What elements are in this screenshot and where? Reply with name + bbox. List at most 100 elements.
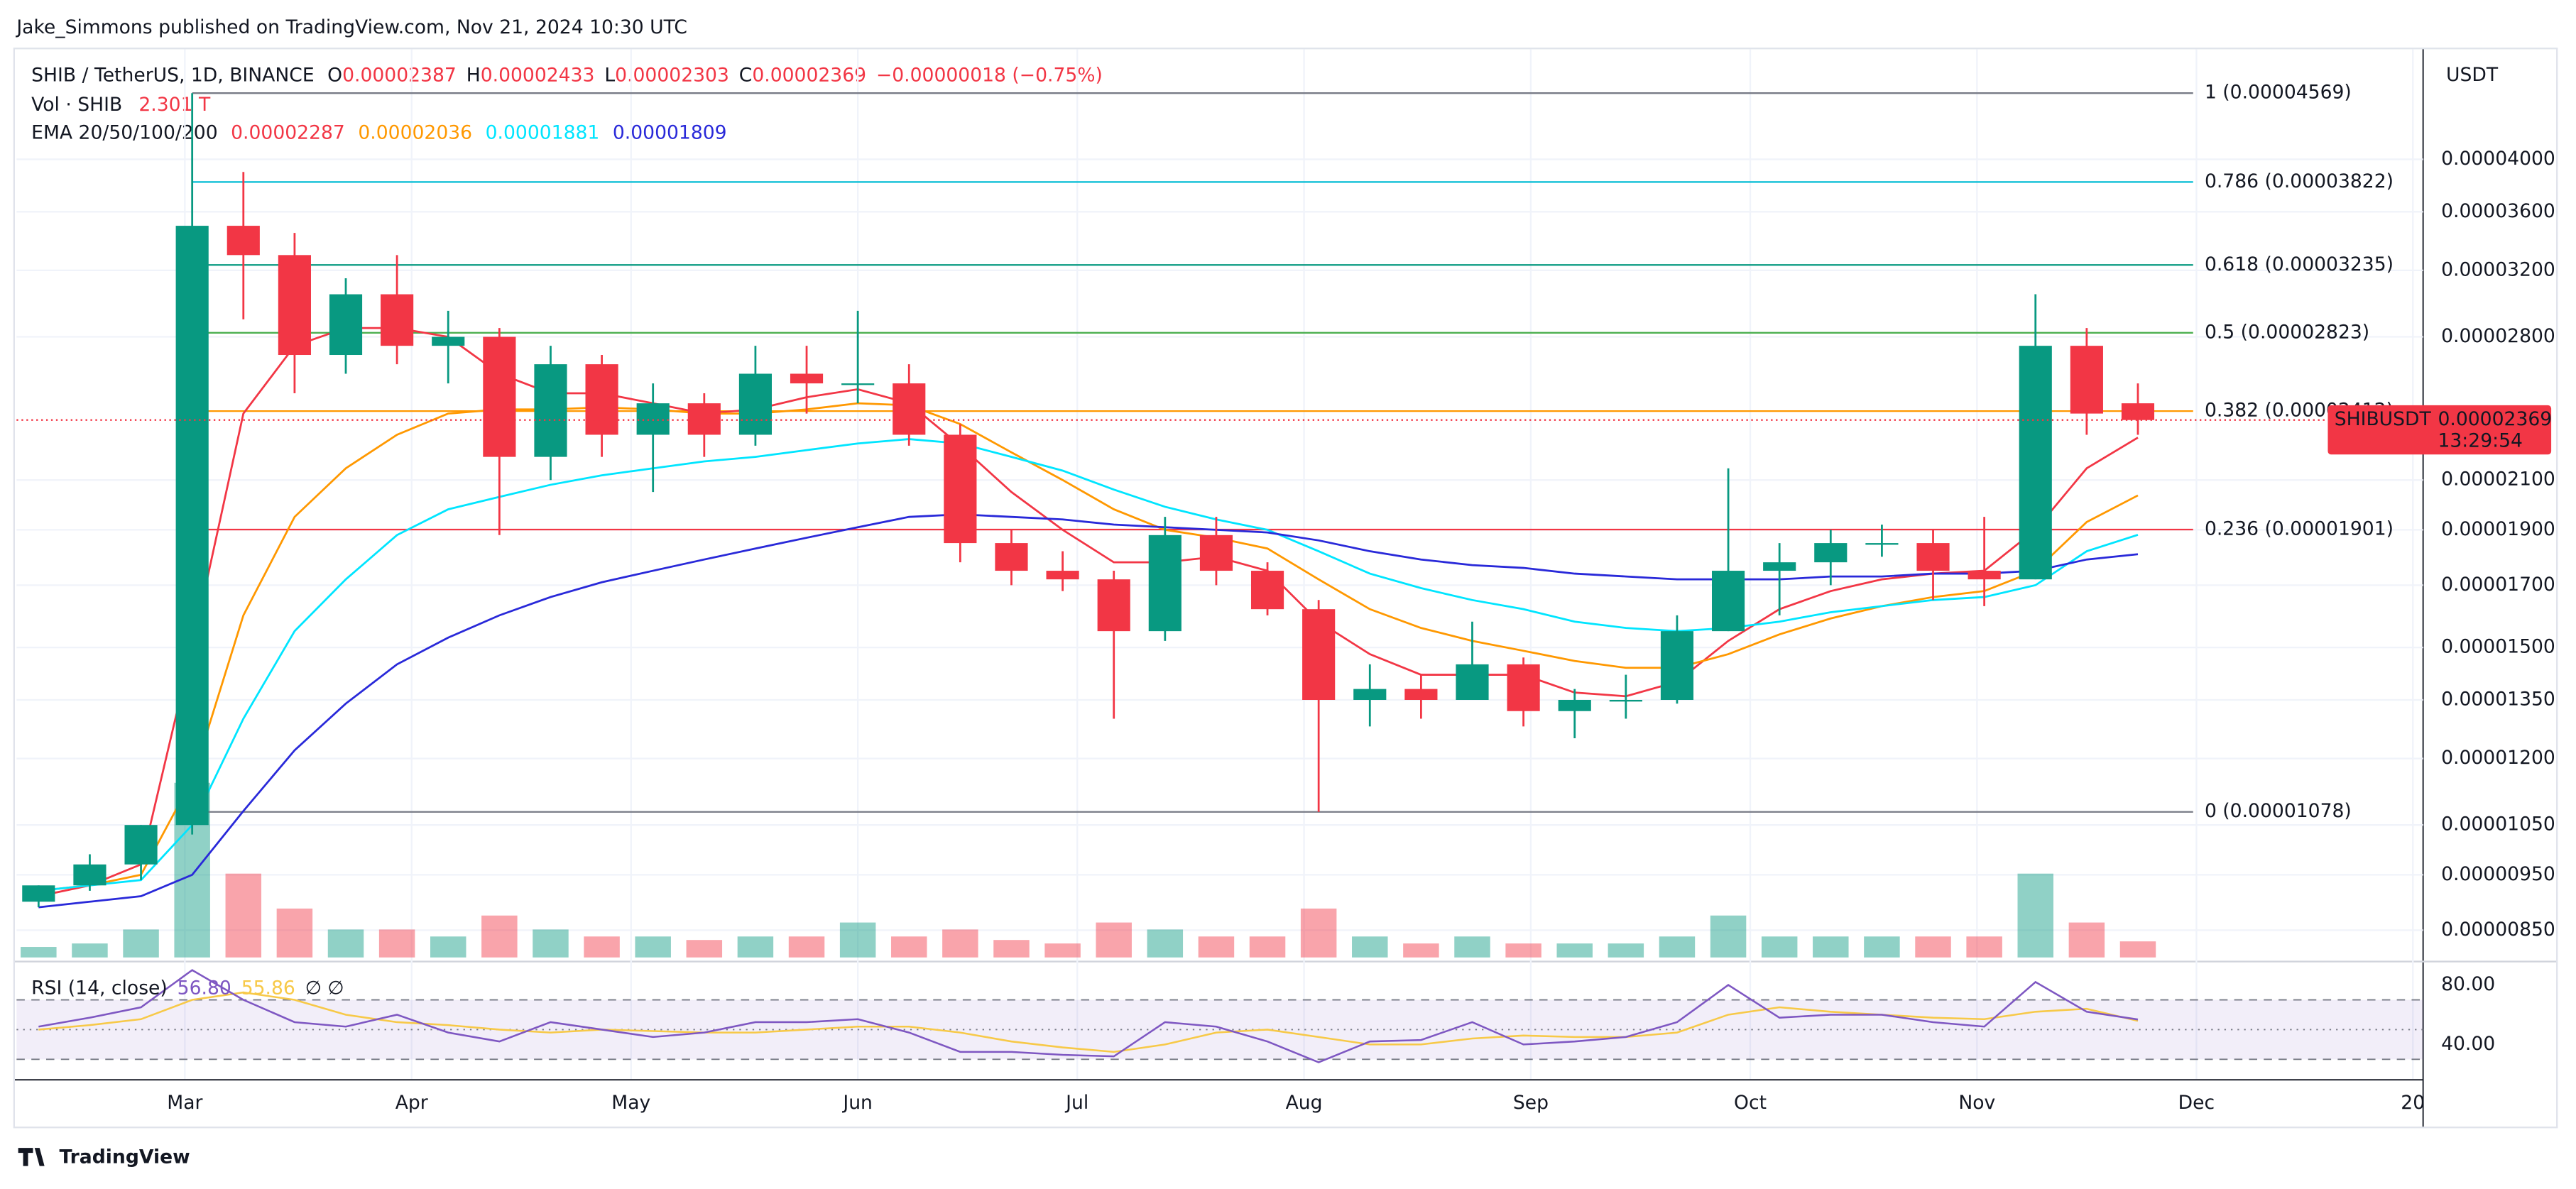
x-tick-label: Mar	[167, 1092, 202, 1114]
ema-value: 0.00002036	[358, 121, 472, 143]
candle-body	[2019, 346, 2052, 580]
volume-bar	[1147, 929, 1184, 958]
vol-value: 2.301 T	[138, 94, 211, 116]
y-tick-label: 0.00000950	[2441, 863, 2555, 885]
y-tick-label: 0.00003600	[2441, 200, 2555, 222]
x-tick-label: Jun	[841, 1092, 873, 1114]
volume-bar	[993, 940, 1030, 958]
candle-body	[1456, 664, 1489, 700]
volume-bar	[1761, 936, 1798, 958]
fib-label: 1 (0.00004569)	[2205, 82, 2352, 104]
ema-line	[38, 438, 2139, 892]
volume-bar	[1966, 936, 2002, 958]
volume-bar	[839, 922, 876, 958]
y-tick-label: 0.00001900	[2441, 518, 2555, 540]
brand: TradingView	[59, 1146, 190, 1168]
l-label: L	[604, 64, 615, 86]
volume-bar	[635, 936, 671, 958]
price-tag-price: 0.00002369	[2438, 408, 2552, 430]
price-tag	[2327, 405, 2552, 455]
ema-label: EMA 20/50/100/200	[31, 121, 217, 143]
volume-bar	[686, 940, 723, 958]
candle-body	[1916, 543, 1950, 571]
volume-bar	[2119, 941, 2156, 958]
candle-body	[2121, 403, 2155, 420]
rsi-tick-label: 40.00	[2441, 1033, 2495, 1055]
candle-body	[1814, 543, 1848, 563]
volume-bar	[584, 936, 620, 958]
change: −0.00000018 (−0.75%)	[876, 64, 1103, 86]
x-tick-label: Sep	[1513, 1092, 1549, 1114]
volume-bar	[481, 915, 518, 958]
volume-bar	[1249, 936, 1286, 958]
candle-body	[1609, 699, 1642, 702]
candle-body	[1711, 571, 1745, 632]
currency[interactable]: USDT	[2446, 64, 2499, 86]
volume-bar	[533, 929, 569, 958]
volume-bar	[1864, 936, 1900, 958]
candle-body	[278, 255, 311, 356]
candle-body	[227, 226, 260, 256]
candle-body	[944, 434, 977, 544]
h-value: 0.00002433	[481, 64, 595, 86]
volume-bar	[1915, 936, 1951, 958]
h-label: H	[466, 64, 481, 86]
rsi-legend: RSI (14, close) 56.80 55.86 ∅ ∅	[31, 977, 344, 999]
candle-body	[175, 226, 209, 826]
x-tick-label: Jul	[1064, 1092, 1088, 1114]
candle-body	[1763, 562, 1796, 571]
candle-body	[687, 403, 721, 435]
candle-body	[73, 864, 107, 886]
candle-body	[585, 364, 618, 435]
candle-body	[1250, 571, 1284, 610]
rsi-extra: ∅ ∅	[305, 977, 344, 999]
candle-body	[790, 373, 824, 384]
volume-bar	[2068, 922, 2105, 958]
y-tick-label: 0.00001350	[2441, 688, 2555, 710]
candle-body	[483, 336, 516, 457]
ema-legend: EMA 20/50/100/200 0.00002287 0.00002036 0.0…	[31, 121, 726, 143]
candle-body	[738, 373, 772, 435]
volume-bar	[1710, 915, 1747, 958]
candle-body	[841, 383, 875, 385]
candle-body	[432, 336, 465, 346]
fib-label: 0.236 (0.00001901)	[2205, 518, 2394, 540]
y-tick-label: 0.00003200	[2441, 258, 2555, 280]
volume-bar	[225, 873, 262, 958]
o-value: 0.00002387	[342, 64, 457, 86]
volume-bar	[788, 936, 825, 958]
y-tick-label: 0.00004000	[2441, 148, 2555, 170]
rsi-line	[38, 969, 2139, 1063]
ema-value: 0.00001881	[486, 121, 600, 143]
price-tag-countdown: 13:29:54	[2438, 429, 2522, 451]
candle-body	[1968, 571, 2001, 580]
y-tick-label: 0.00001700	[2441, 574, 2555, 596]
y-tick-label: 0.00000850	[2441, 919, 2555, 941]
volume-bar	[1608, 943, 1644, 958]
candle-body	[329, 294, 363, 356]
candle-body	[534, 364, 567, 457]
candle-body	[2070, 346, 2103, 414]
x-tick-label: Aug	[1286, 1092, 1323, 1114]
candle-body	[1097, 579, 1130, 632]
x-tick-label: Nov	[1958, 1092, 1995, 1114]
candle-body	[1353, 689, 1387, 700]
currency-box[interactable]	[2431, 57, 2547, 94]
fib-label: 0.5 (0.00002823)	[2205, 321, 2369, 343]
legend-row: SHIB / TetherUS, 1D, BINANCE O0.00002387 H…	[31, 64, 1103, 86]
x-tick-label: Oct	[1734, 1092, 1767, 1114]
volume-bar	[1454, 936, 1490, 958]
ema-value: 0.00002287	[231, 121, 345, 143]
candle-body	[1558, 699, 1591, 711]
rsi-ma-line	[38, 991, 2139, 1053]
candle-body	[1660, 631, 1694, 700]
x-tick-label: Apr	[395, 1092, 428, 1114]
rsi-value: 56.80	[178, 977, 231, 999]
volume-bar	[327, 929, 364, 958]
rsi-tick-label: 80.00	[2441, 973, 2495, 995]
volume-bar	[1659, 936, 1696, 958]
x-tick-label: 20	[2401, 1092, 2425, 1114]
volume-bar	[1044, 943, 1081, 958]
candle-body	[636, 403, 670, 435]
